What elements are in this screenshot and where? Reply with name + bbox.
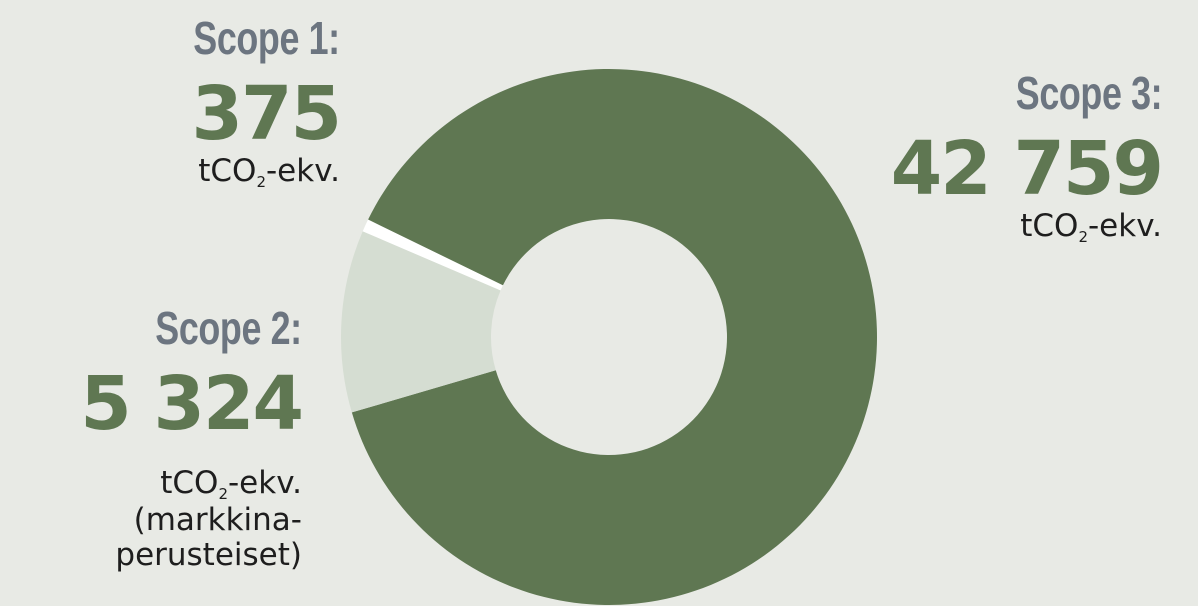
scope1-unit: tCO2-ekv.	[198, 153, 340, 191]
scope3-unit: tCO2-ekv.	[1020, 208, 1162, 246]
scope2-note-line2: perusteiset)	[115, 536, 302, 573]
slice-scope3	[351, 68, 877, 605]
scope2-value: 5 324	[80, 361, 304, 447]
slice-scope2	[340, 231, 501, 413]
donut-slices	[340, 68, 877, 605]
scope2-note: (markkina- perusteiset)	[80, 503, 302, 572]
scope2-label-block: Scope 2: 5 324 tCO2-ekv. (markkina- peru…	[80, 302, 304, 572]
scope1-value: 375	[191, 71, 342, 157]
scope2-unit: tCO2-ekv.	[160, 465, 302, 503]
scope3-value: 42 759	[890, 126, 1164, 212]
scope1-label-block: Scope 1: 375 tCO2-ekv.	[152, 12, 342, 191]
scope3-label-block: Scope 3: 42 759 tCO2-ekv.	[890, 67, 1164, 246]
scope2-note-line1: (markkina-	[133, 502, 302, 538]
scope3-title: Scope 3:	[1015, 67, 1163, 119]
slice-scope1	[362, 219, 503, 291]
scope2-title: Scope 2:	[155, 302, 303, 354]
scope1-title: Scope 1:	[193, 12, 341, 64]
